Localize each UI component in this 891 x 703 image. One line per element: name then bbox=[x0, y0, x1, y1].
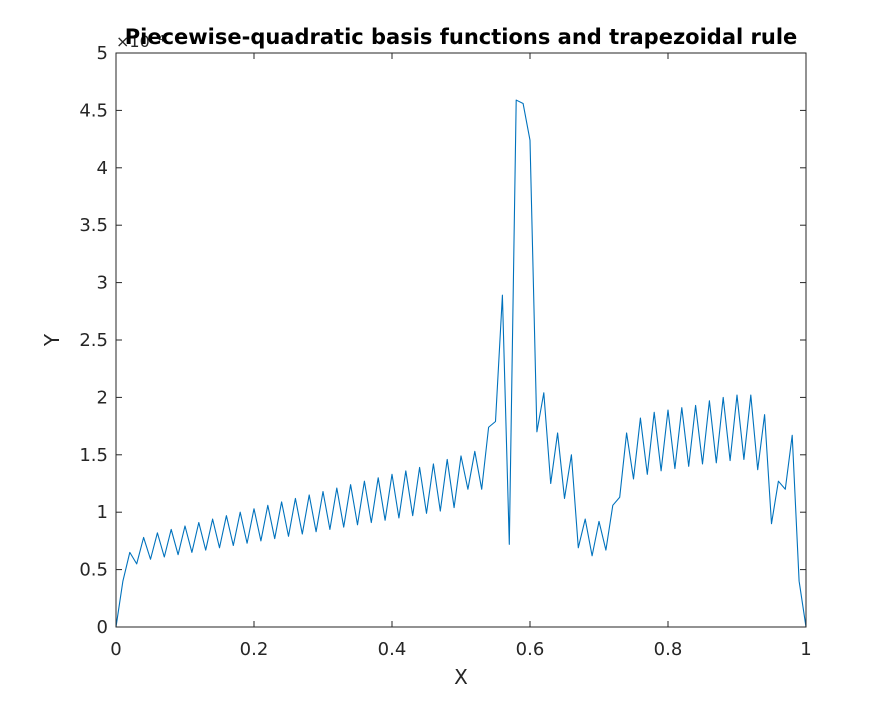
data-series-line bbox=[115, 99, 807, 628]
plot-frame bbox=[115, 52, 807, 628]
x-tick-label: 0.6 bbox=[516, 639, 545, 660]
y-tick-label: 0 bbox=[97, 617, 108, 638]
y-tick-label: 1.5 bbox=[79, 445, 108, 466]
y-axis-label: Y bbox=[40, 333, 64, 347]
y-tick-label: 5 bbox=[97, 43, 108, 64]
x-tick-label: 0 bbox=[110, 639, 121, 660]
chart-title: Piecewise-quadratic basis functions and … bbox=[125, 25, 798, 49]
y-tick-label: 4.5 bbox=[79, 100, 108, 121]
y-tick-label: 2.5 bbox=[79, 330, 108, 351]
x-tick-label: 1 bbox=[800, 639, 811, 660]
y-exponent-label: ×10⁻⁴ bbox=[116, 32, 165, 51]
y-tick-label: 1 bbox=[97, 502, 108, 523]
x-tick-label: 0.2 bbox=[240, 639, 269, 660]
y-tick-label: 3 bbox=[97, 273, 108, 294]
y-tick-label: 2 bbox=[97, 387, 108, 408]
y-tick-label: 0.5 bbox=[79, 560, 108, 581]
y-tick-label: 3.5 bbox=[79, 215, 108, 236]
x-axis-label: X bbox=[454, 665, 468, 689]
x-tick-label: 0.4 bbox=[378, 639, 407, 660]
tick-labels: 0 0.2 0.4 0.6 0.8 1 0 0.5 1 1.5 2 2.5 3 3.5 4 4.5 5 bbox=[79, 43, 811, 660]
plot-background bbox=[116, 53, 806, 627]
y-tick-label: 4 bbox=[97, 158, 108, 179]
x-tick-label: 0.8 bbox=[654, 639, 683, 660]
